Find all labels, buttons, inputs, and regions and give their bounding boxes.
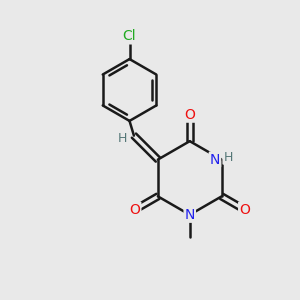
Text: H: H (118, 132, 128, 145)
Text: N: N (210, 153, 220, 166)
Text: O: O (130, 202, 140, 217)
Text: Cl: Cl (123, 29, 136, 44)
Text: H: H (224, 151, 233, 164)
Text: O: O (239, 202, 250, 217)
Text: N: N (184, 208, 195, 222)
Text: O: O (184, 108, 195, 122)
